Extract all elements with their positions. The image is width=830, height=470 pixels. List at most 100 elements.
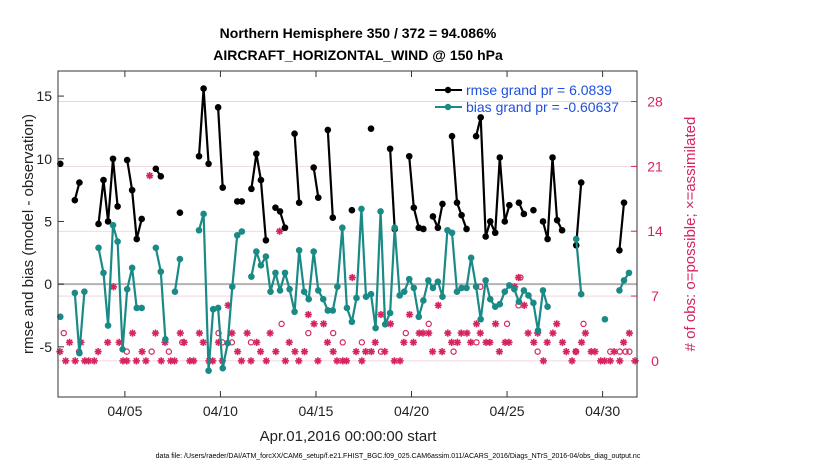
rmse-point [515, 199, 523, 206]
bias-point [396, 292, 403, 299]
obs-assimilated-stroke [626, 329, 633, 337]
obs-assimilated-stroke [515, 274, 522, 281]
y2-tick-label: 28 [647, 94, 663, 110]
bias-point [314, 287, 322, 294]
obs-assimilated-marker [262, 357, 270, 365]
obs-assimilated-stroke [146, 172, 153, 179]
x-tick-label: 04/10 [203, 403, 238, 419]
obs-assimilated-stroke [276, 228, 283, 235]
rmse-point [100, 176, 107, 184]
y2-tick-label: 21 [647, 158, 663, 174]
x-axis-label: Apr.01,2016 00:00:00 start [260, 428, 438, 445]
rmse-point [453, 199, 461, 206]
obs-assimilated-marker [132, 357, 140, 365]
bias-point [372, 324, 379, 332]
bias-point [295, 247, 303, 254]
obs-possible-marker [626, 348, 633, 355]
bias-point [286, 285, 293, 293]
obs-assimilated-marker [568, 357, 576, 365]
bias-series-line [97, 224, 142, 351]
rmse-point [205, 160, 212, 168]
rmse-point [104, 218, 112, 225]
bias-point [572, 235, 580, 243]
obs-assimilated-stroke [196, 329, 203, 337]
bias-point [530, 299, 537, 307]
obs-assimilated-marker [558, 338, 567, 346]
rmse-series-line [575, 182, 583, 246]
obs-assimilated-marker [285, 338, 293, 346]
rmse-series-line [197, 87, 210, 164]
obs-assimilated-stroke [115, 339, 123, 346]
bias-point [501, 288, 509, 295]
obs-assimilated-stroke [601, 357, 608, 365]
obs-assimilated-stroke [391, 357, 398, 365]
bias-point [123, 285, 131, 293]
y-tick-label: 5 [44, 213, 52, 229]
bias-point [506, 282, 513, 289]
rmse-point [420, 225, 427, 233]
rmse-point [486, 218, 494, 225]
obs-assimilated-marker [543, 338, 551, 346]
obs-assimilated-stroke [438, 348, 446, 355]
obs-assimilated-marker [620, 338, 628, 346]
bias-point [324, 307, 332, 314]
bias-point [616, 287, 623, 294]
obs-assimilated-stroke [123, 357, 130, 365]
bias-series [56, 205, 633, 374]
obs-assimilated-stroke [435, 302, 442, 309]
obs-possible-marker [473, 339, 480, 346]
bias-point [534, 327, 542, 334]
rmse-point [448, 132, 456, 140]
rmse-series-line [97, 157, 119, 225]
obs-possible-marker [534, 348, 541, 355]
rmse-series-line [450, 136, 468, 230]
rmse-point [530, 206, 537, 214]
obs-assimilated-marker [476, 329, 484, 337]
obs-assimilated-stroke [377, 311, 385, 318]
bias-point [291, 308, 298, 316]
bias-point [358, 205, 365, 213]
bias-point [119, 346, 126, 353]
obs-possible-marker [148, 348, 155, 355]
rmse-point [491, 229, 499, 237]
obs-assimilated-stroke [578, 339, 585, 346]
obs-assimilated-marker [65, 338, 74, 346]
obs-assimilated-marker [142, 357, 150, 365]
bias-point [253, 248, 260, 255]
obs-possible-marker [60, 329, 67, 337]
obs-assimilated-marker [524, 329, 532, 337]
obs-assimilated-stroke [333, 357, 341, 365]
bias-point [486, 295, 494, 303]
legend-rmse-marker [444, 86, 452, 94]
rmse-point [109, 155, 117, 163]
obs-assimilated-stroke [133, 357, 140, 365]
rmse-point [501, 218, 509, 225]
bias-point [56, 313, 64, 321]
x-axis-ticks: 04/05 04/10 04/15 04/20 04/25 04/30 [107, 71, 620, 419]
bias-point [267, 288, 274, 295]
bias-point [205, 367, 212, 374]
rmse-point [114, 203, 121, 210]
obs-possible-marker [329, 329, 337, 337]
obs-assimilated-marker [123, 357, 131, 365]
bias-point [343, 304, 351, 312]
obs-assimilated-marker [90, 357, 98, 365]
grid-lines [58, 101, 637, 362]
bias-point [367, 290, 375, 298]
obs-assimilated-marker [276, 227, 284, 235]
obs-assimilated-stroke [272, 348, 279, 355]
bias-point [425, 277, 432, 284]
obs-assimilated-stroke [419, 329, 427, 337]
y-tick-label: -5 [40, 339, 53, 355]
rmse-point [544, 235, 551, 243]
rmse-point [549, 154, 556, 161]
obs-assimilated-marker [453, 338, 461, 346]
rmse-point [434, 224, 442, 232]
bias-point [520, 287, 528, 294]
obs-assimilated-stroke [62, 357, 69, 365]
obs-assimilated-stroke [454, 339, 461, 346]
bias-point [420, 297, 427, 304]
obs-assimilated-stroke [568, 357, 576, 365]
obs-assimilated-stroke [158, 357, 165, 365]
obs-assimilated-marker [472, 320, 481, 328]
